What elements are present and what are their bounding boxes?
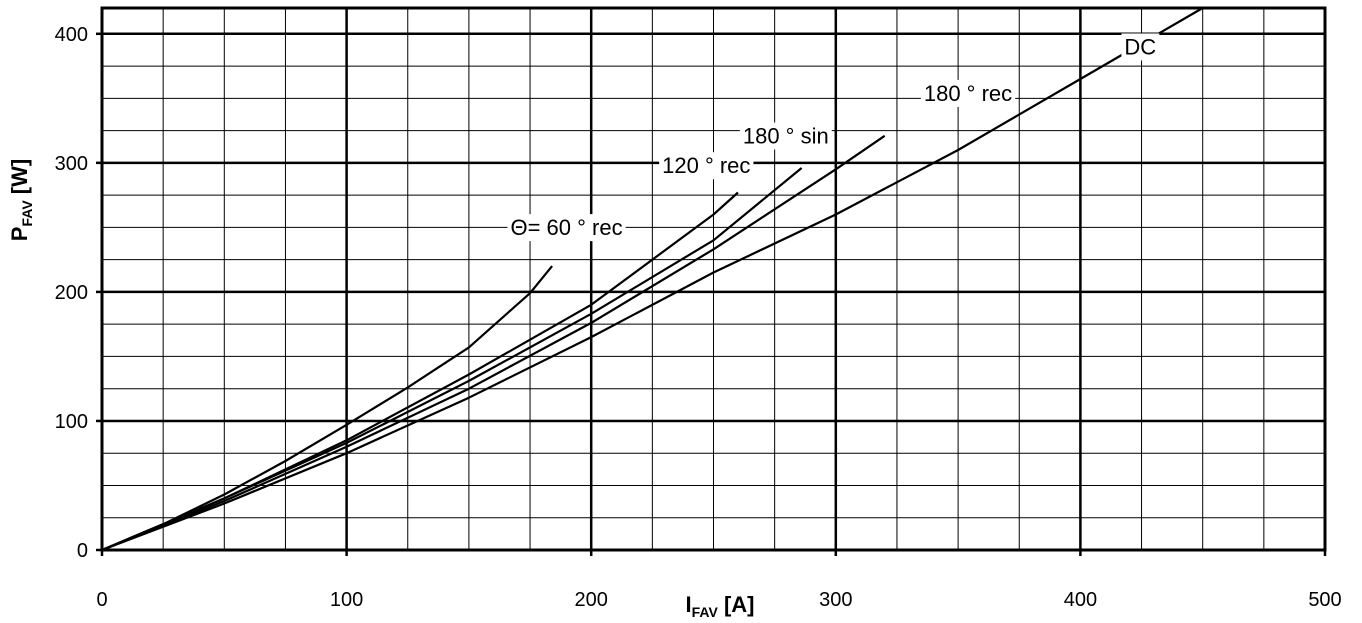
x-tick-label: 0 xyxy=(96,589,107,611)
x-axis-label-sub: FAV xyxy=(692,604,719,620)
curve-label-background xyxy=(920,79,1016,107)
x-axis-label: IFAV [A] xyxy=(686,592,755,620)
x-tick-label: 100 xyxy=(330,589,363,611)
plot-frame xyxy=(100,6,1327,552)
series-line xyxy=(101,7,1204,552)
y-tick-label: 300 xyxy=(55,153,88,175)
ticks: 0 100 200 300 400 500 0 100 200 300 400 xyxy=(55,24,1342,611)
y-axis-label-unit: [W] xyxy=(7,159,32,201)
curve-label-background xyxy=(659,152,754,180)
series-line xyxy=(101,134,886,552)
curve-label: 180 ° sin xyxy=(743,124,829,149)
x-tick-label: 200 xyxy=(575,589,608,611)
series-line xyxy=(101,191,739,552)
curve-label-background xyxy=(739,122,832,150)
curve-label-background xyxy=(507,214,626,242)
x-tick-label: 400 xyxy=(1064,589,1097,611)
curve-label: 180 ° rec xyxy=(924,81,1012,106)
x-axis-label-main: I xyxy=(686,592,692,617)
x-tick-label: 500 xyxy=(1308,589,1341,611)
curve-label: 120 ° rec xyxy=(662,153,750,178)
x-tick-label: 300 xyxy=(819,589,852,611)
y-tick-label: 200 xyxy=(55,282,88,304)
curve-label: Θ= 60 ° rec xyxy=(510,215,622,240)
curve-labels: Θ= 60 ° rec 120 ° rec 180 ° sin 180 ° rec DC xyxy=(507,33,1160,242)
y-tick-label: 400 xyxy=(55,24,88,46)
y-axis-label-main: P xyxy=(7,227,32,242)
y-axis-label: PFAV [W] xyxy=(7,159,35,241)
series-line xyxy=(101,265,553,552)
curve-label: DC xyxy=(1124,34,1156,59)
curves xyxy=(101,7,1204,552)
y-tick-label: 100 xyxy=(55,411,88,433)
x-axis-label-unit: [A] xyxy=(718,592,755,617)
series-line xyxy=(101,167,803,552)
curve-label-background xyxy=(1121,33,1160,61)
y-axis-label-sub: FAV xyxy=(19,200,35,227)
y-tick-label: 0 xyxy=(77,540,88,562)
